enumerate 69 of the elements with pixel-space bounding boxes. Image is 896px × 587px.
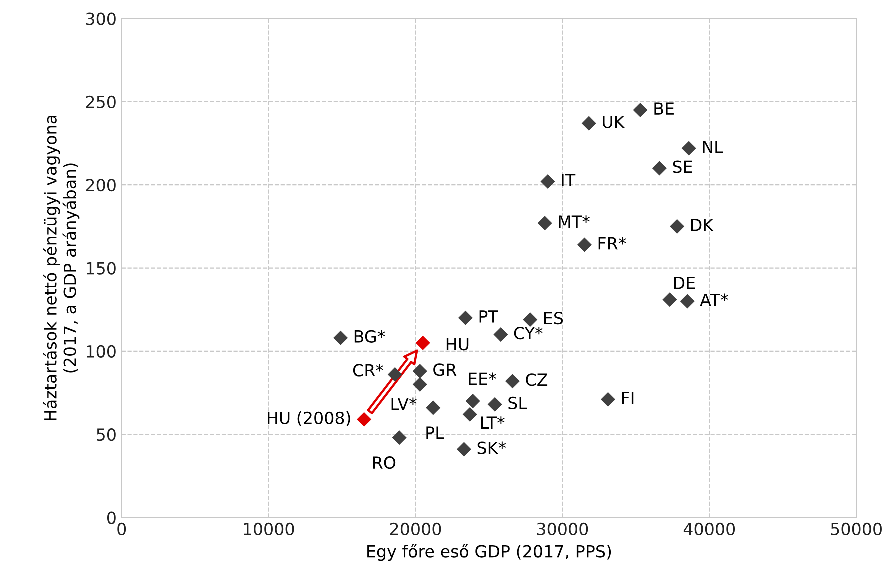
annotation: UK (603, 116, 626, 128)
annotation: LV* (392, 398, 417, 410)
x-axis-title: Egy főre eső GDP (2017, PPS) (368, 544, 612, 562)
point (652, 161, 667, 176)
annotation: FI (622, 392, 634, 404)
annotation: EE* (469, 372, 496, 386)
annotation: AT* (700, 294, 728, 306)
point (462, 407, 478, 422)
x-tick-label: 40000 (684, 522, 736, 536)
point (412, 377, 428, 392)
annotation: SE (673, 160, 692, 174)
annotation: HU (2008) (268, 412, 350, 426)
annotation: FR* (598, 237, 626, 250)
annotation: GR (434, 364, 457, 376)
y-tick-label: 150 (87, 262, 116, 275)
y-tick-label: 0 (107, 512, 116, 524)
annotation: BE (654, 102, 674, 115)
annotation: HU (446, 338, 469, 351)
y-axis-title: Háztartások nettó pénzügyi vagyona (2017, a GDP arányában) (43, 116, 80, 420)
y-tick-label: 100 (87, 345, 116, 358)
point (662, 292, 678, 308)
annotation: BG* (354, 330, 386, 343)
point (416, 336, 430, 350)
y-tick-label: 50 (97, 428, 116, 442)
point (357, 412, 372, 427)
annotation: RO (373, 456, 396, 470)
point (392, 430, 407, 446)
point (682, 141, 696, 156)
annotation: ES (544, 312, 564, 325)
point (458, 310, 473, 326)
x-tick-label: 30000 (537, 522, 588, 536)
x-tick-label: 10000 (244, 522, 294, 536)
annotation: PL (426, 426, 444, 439)
point (670, 219, 685, 234)
annotation: DK (691, 219, 714, 232)
point (600, 392, 616, 407)
point (494, 328, 508, 342)
point (488, 397, 502, 412)
annotation: CZ (526, 374, 548, 386)
annotation: CR* (353, 364, 384, 377)
point (577, 238, 592, 252)
annotation: LT* (481, 416, 505, 429)
point (388, 367, 402, 382)
x-tick-label: 0 (118, 522, 126, 536)
x-tick-label: 20000 (390, 522, 442, 536)
annotation: SK* (478, 442, 506, 454)
y-tick-label: 250 (86, 96, 116, 109)
point (582, 116, 596, 131)
point (412, 364, 428, 379)
point (505, 374, 520, 389)
annotation: DE (674, 277, 696, 290)
x-tick-label: 50000 (831, 522, 882, 536)
point (456, 442, 472, 457)
annotation: IT (562, 174, 576, 186)
point (466, 394, 480, 409)
annotation: SL (508, 396, 528, 410)
point (334, 330, 348, 346)
annotation: CY* (514, 327, 543, 340)
y-tick-label: 200 (86, 179, 116, 192)
point (523, 312, 538, 328)
annotation: NL (703, 140, 724, 154)
point (633, 102, 648, 118)
point (426, 400, 441, 416)
point (538, 216, 552, 231)
y-tick-label: 300 (86, 12, 116, 26)
annotation: PT (480, 310, 498, 323)
point (680, 294, 695, 309)
point (540, 174, 556, 190)
annotation: MT* (559, 216, 590, 228)
